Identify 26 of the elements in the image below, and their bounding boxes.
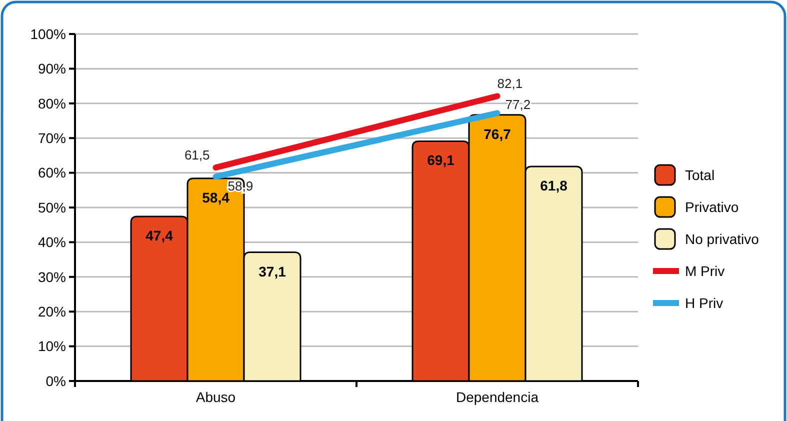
y-tick-label: 0% [46, 372, 66, 389]
y-tick-label: 30% [38, 268, 66, 285]
legend-label: H Priv [685, 294, 724, 311]
y-tick-label: 80% [38, 95, 66, 112]
y-tick-label: 10% [38, 338, 66, 354]
y-tick-label: 50% [38, 199, 66, 216]
data-label: 61,8 [540, 178, 568, 194]
y-tick-label: 40% [38, 234, 66, 250]
y-tick-label: 70% [38, 130, 66, 146]
legend-label: Privativo [685, 198, 739, 215]
legend-label: No privativo [685, 230, 760, 247]
data-label: 61,5 [184, 148, 210, 163]
y-tick-label: 60% [38, 164, 66, 181]
x-tick-label: Dependencia [456, 389, 539, 405]
data-label: 69,1 [427, 152, 455, 168]
legend-label: M Priv [685, 262, 725, 279]
legend-label: Total [685, 166, 715, 183]
x-tick-label: Abuso [196, 389, 236, 405]
y-tick-label: 90% [38, 60, 66, 77]
data-label: 77,2 [505, 97, 531, 112]
data-label: 76,7 [484, 126, 512, 142]
y-tick-label: 100% [30, 26, 66, 42]
data-label: 47,4 [146, 228, 174, 244]
y-tick-label: 20% [38, 304, 66, 320]
data-label: 37,1 [258, 263, 286, 280]
data-label: 82,1 [497, 76, 523, 92]
